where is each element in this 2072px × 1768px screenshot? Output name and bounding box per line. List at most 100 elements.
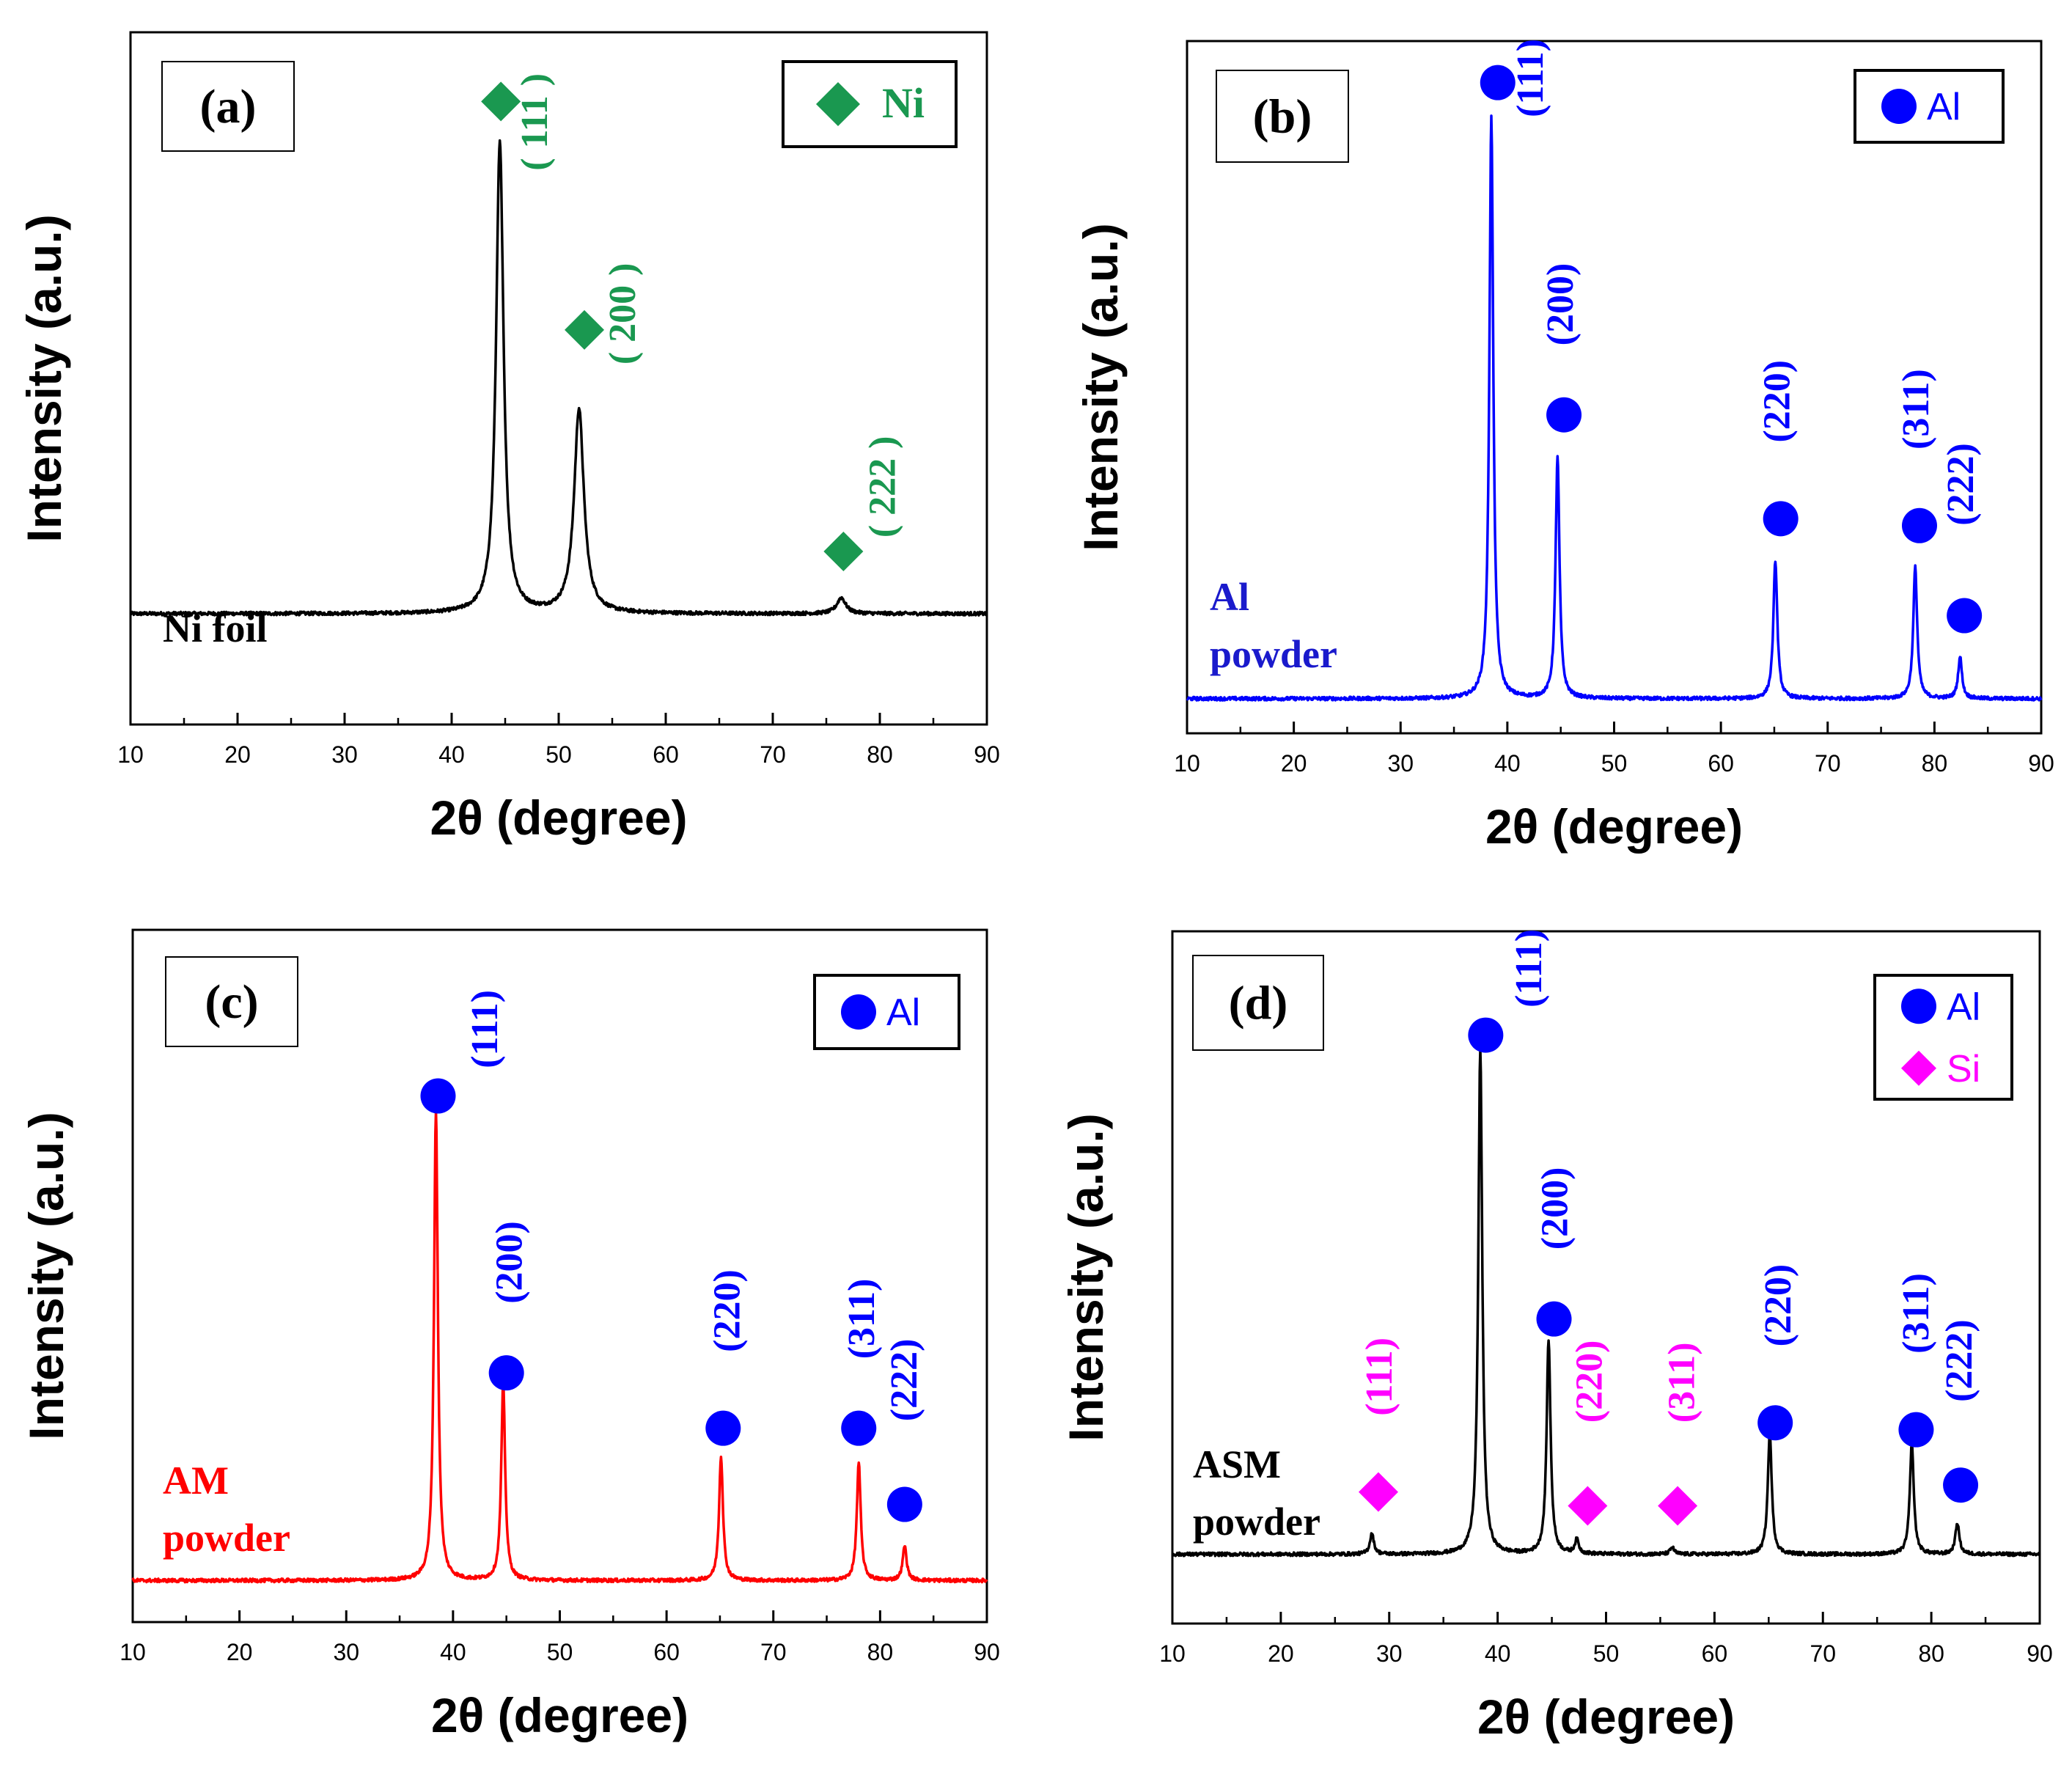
panel-label-box bbox=[1192, 955, 1324, 1051]
x-axis-label: 2θ (degree) bbox=[431, 1688, 688, 1742]
legend-label: Al bbox=[886, 991, 920, 1034]
sample-label: Ni foil bbox=[163, 606, 268, 650]
y-axis-label: Intensity (a.u.) bbox=[17, 214, 71, 542]
panel-label: (b) bbox=[1253, 90, 1312, 144]
x-tick-label: 50 bbox=[1593, 1640, 1620, 1667]
x-tick-label: 40 bbox=[440, 1639, 466, 1665]
hkl-annotation: (111) bbox=[1359, 1338, 1400, 1416]
x-tick-label: 20 bbox=[227, 1639, 253, 1665]
hkl-annotation: (111) bbox=[1510, 39, 1551, 117]
phase-marker-circle bbox=[1898, 1412, 1934, 1448]
hkl-annotation: (220) bbox=[1757, 1264, 1799, 1347]
legend-label: Al bbox=[1927, 86, 1961, 128]
phase-marker-circle bbox=[420, 1078, 456, 1114]
legend-symbol-circle bbox=[1881, 89, 1917, 124]
y-axis-label: Intensity (a.u.) bbox=[19, 1112, 73, 1439]
x-tick-label: 90 bbox=[2028, 750, 2054, 777]
x-tick-label: 60 bbox=[1708, 750, 1734, 777]
x-tick-label: 90 bbox=[974, 1639, 1000, 1665]
hkl-annotation: (311) bbox=[1895, 1273, 1937, 1354]
x-tick-label: 10 bbox=[120, 1639, 146, 1665]
hkl-annotation: (222) bbox=[1939, 1319, 1980, 1402]
x-tick-label: 40 bbox=[438, 741, 465, 768]
x-tick-label: 40 bbox=[1485, 1640, 1511, 1667]
phase-marker-circle bbox=[1947, 598, 1983, 634]
legend-symbol-circle bbox=[841, 994, 876, 1030]
panel-label: (d) bbox=[1229, 977, 1288, 1030]
hkl-annotation: (311) bbox=[1895, 369, 1937, 450]
x-tick-label: 10 bbox=[117, 741, 144, 768]
panel-label: (a) bbox=[200, 80, 257, 133]
x-tick-label: 50 bbox=[547, 1639, 573, 1665]
x-tick-label: 20 bbox=[1268, 1640, 1294, 1667]
panel-label: (c) bbox=[205, 975, 258, 1029]
xrd-pattern-line bbox=[1171, 1048, 2041, 1558]
hkl-annotation: (222) bbox=[883, 1339, 925, 1422]
legend-box bbox=[813, 974, 960, 1050]
panel-c: 10 20 30 40 50 60 70 80 90 2θ (degree) Intensity (… bbox=[19, 928, 1000, 1742]
hkl-annotation: (200) bbox=[1534, 1167, 1576, 1250]
panel-label-box bbox=[161, 61, 295, 152]
phase-marker-diamond bbox=[823, 532, 864, 571]
phase-marker-diamond bbox=[565, 309, 605, 350]
x-tick-label: 10 bbox=[1174, 750, 1200, 777]
phase-marker-diamond bbox=[1568, 1486, 1608, 1526]
sample-label: ASM powder bbox=[1193, 1442, 1320, 1544]
legend-symbol-diamond bbox=[816, 82, 860, 126]
x-tick-label: 40 bbox=[1494, 750, 1521, 777]
y-axis-label: Intensity (a.u.) bbox=[1073, 223, 1128, 551]
legend-box bbox=[782, 60, 958, 148]
x-tick-label: 30 bbox=[1387, 750, 1414, 777]
hkl-annotation: (111) bbox=[464, 990, 506, 1068]
x-tick-label: 90 bbox=[974, 741, 1000, 768]
panel-d: 10 20 30 40 50 60 70 80 90 2θ (degree) Intensity (… bbox=[1059, 929, 2053, 1744]
x-tick-label: 80 bbox=[867, 1639, 894, 1665]
phase-marker-circle bbox=[886, 1486, 922, 1522]
hkl-annotation: (311) bbox=[1661, 1342, 1702, 1423]
phase-marker-circle bbox=[1468, 1017, 1504, 1053]
legend-label: Si bbox=[1947, 1048, 1980, 1090]
xrd-pattern-line bbox=[131, 1109, 988, 1584]
hkl-annotation: (311) bbox=[841, 1279, 883, 1360]
x-tick-label: 10 bbox=[1159, 1640, 1186, 1667]
hkl-annotation: (220) bbox=[1757, 360, 1799, 443]
x-tick-label: 30 bbox=[331, 741, 358, 768]
x-tick-label: 20 bbox=[224, 741, 251, 768]
x-tick-label: 60 bbox=[653, 741, 679, 768]
xrd-pattern-line bbox=[1186, 114, 2043, 702]
x-axis-label: 2θ (degree) bbox=[1477, 1690, 1735, 1744]
panel-label-box bbox=[1216, 70, 1349, 163]
phase-marker-circle bbox=[1757, 1405, 1793, 1441]
x-tick-label: 70 bbox=[1810, 1640, 1836, 1667]
x-tick-label: 80 bbox=[1918, 1640, 1944, 1667]
y-axis-label: Intensity (a.u.) bbox=[1059, 1113, 1113, 1441]
phase-marker-circle bbox=[1763, 501, 1799, 537]
x-tick-label: 20 bbox=[1281, 750, 1307, 777]
legend-symbol-circle bbox=[1901, 988, 1936, 1024]
phase-marker-diamond bbox=[1658, 1486, 1698, 1526]
x-tick-label: 30 bbox=[1376, 1640, 1403, 1667]
hkl-annotation: ( 111 ) bbox=[514, 73, 556, 171]
hkl-annotation: (111) bbox=[1508, 929, 1550, 1008]
x-tick-label: 70 bbox=[760, 1639, 787, 1665]
phase-marker-circle bbox=[488, 1355, 524, 1391]
hkl-annotation: (200) bbox=[1540, 263, 1581, 346]
x-tick-label: 50 bbox=[545, 741, 572, 768]
panel-label-box bbox=[165, 956, 298, 1047]
panel-a: 10 20 30 40 50 60 70 80 90 2θ (degree) Intensity (… bbox=[17, 31, 1000, 845]
phase-marker-diamond bbox=[1358, 1472, 1398, 1512]
phase-marker-circle bbox=[1480, 65, 1516, 100]
phase-marker-circle bbox=[1901, 507, 1937, 543]
x-tick-label: 30 bbox=[333, 1639, 359, 1665]
panel-b: 10 20 30 40 50 60 70 80 90 2θ (degree) Intensity (… bbox=[1073, 39, 2054, 854]
phase-marker-diamond bbox=[481, 81, 521, 122]
phase-marker-circle bbox=[841, 1410, 877, 1446]
x-tick-label: 60 bbox=[653, 1639, 680, 1665]
legend-symbol-diamond bbox=[1901, 1050, 1936, 1086]
legend-box bbox=[1873, 974, 2013, 1101]
x-tick-label: 70 bbox=[1815, 750, 1841, 777]
legend-label: Ni bbox=[882, 79, 925, 127]
x-axis-label: 2θ (degree) bbox=[1485, 799, 1743, 854]
phase-marker-circle bbox=[705, 1410, 741, 1446]
